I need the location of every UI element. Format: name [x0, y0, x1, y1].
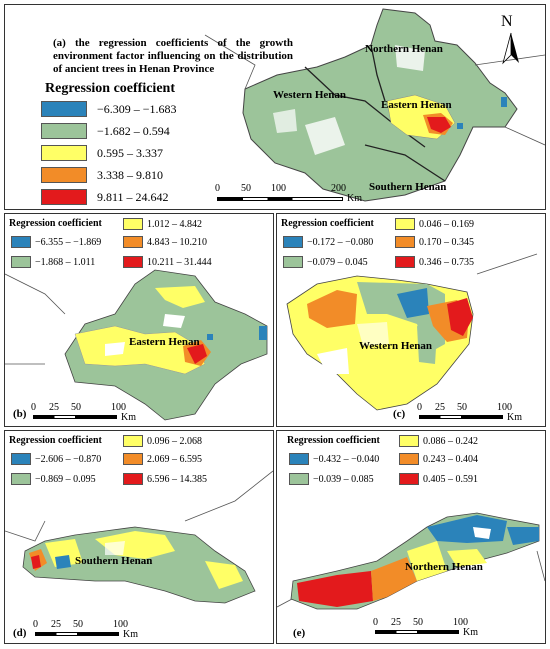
region-label-southern: Southern Henan	[369, 181, 447, 193]
legend-item: −0.079 – 0.045	[283, 256, 368, 268]
legend-title: Regression coefficient	[9, 435, 102, 446]
map-southern-henan	[5, 470, 273, 604]
north-arrow-icon	[502, 32, 519, 65]
panel-a: (a) the regression coefficients of the g…	[4, 4, 546, 210]
panel-label: (e)	[293, 627, 306, 639]
legend-swatch	[123, 453, 143, 465]
legend-item: 9.811 – 24.642	[41, 189, 169, 205]
legend-item: 0.046 – 0.169	[395, 218, 474, 230]
legend-item: −1.682 – 0.594	[41, 123, 170, 139]
legend-item: −6.309 – −1.683	[41, 101, 177, 117]
scale-bar: 0 25 50 100 Km	[33, 619, 138, 640]
legend-swatch	[123, 473, 143, 485]
legend-swatch	[123, 218, 143, 230]
panel-b: Regression coefficient −6.355 – −1.869 −…	[4, 213, 274, 427]
legend-title: Regression coefficient	[281, 218, 374, 229]
map-title: (a) the regression coefficients of the g…	[53, 37, 293, 75]
legend-item: 0.086 – 0.242	[399, 435, 478, 447]
legend-title: Regression coefficient	[45, 81, 175, 96]
legend-item: 0.346 – 0.735	[395, 256, 474, 268]
map-henan-province	[204, 8, 545, 202]
legend-item: 0.096 – 2.068	[123, 435, 202, 447]
legend-swatch	[395, 236, 415, 248]
region-label-eastern: Eastern Henan	[381, 99, 452, 111]
legend-swatch	[41, 101, 87, 117]
scale-bar: 0 50 100 200 Km	[215, 183, 362, 204]
legend-item: −2.606 – −0.870	[11, 453, 101, 465]
legend-item: 10.211 – 31.444	[123, 256, 212, 268]
map-northern-henan	[277, 512, 545, 610]
region-label-northern: Northern Henan	[405, 561, 483, 573]
north-label: N	[501, 13, 513, 30]
scale-bar: 0 25 50 100 Km	[31, 402, 136, 423]
panel-e: Regression coefficient −0.432 – −0.040 −…	[276, 430, 546, 644]
panel-label: (d)	[13, 627, 27, 639]
legend-item: 1.012 – 4.842	[123, 218, 202, 230]
legend-item: 3.338 – 9.810	[41, 167, 163, 183]
legend-swatch	[289, 453, 309, 465]
legend-swatch	[123, 435, 143, 447]
legend-item: −1.868 – 1.011	[11, 256, 95, 268]
region-label-western: Western Henan	[273, 89, 347, 101]
panel-c: Regression coefficient −0.172 – −0.080 −…	[276, 213, 546, 427]
legend-swatch	[11, 453, 31, 465]
panel-label: (c)	[393, 408, 406, 420]
legend-swatch	[283, 256, 303, 268]
scale-bar: 0 25 50 100 Km	[373, 617, 478, 638]
legend-swatch	[123, 256, 143, 268]
panel-d: Regression coefficient −2.606 – −0.870 −…	[4, 430, 274, 644]
legend-item: 2.069 – 6.595	[123, 453, 202, 465]
legend-swatch	[11, 473, 31, 485]
region-label-northern: Northern Henan	[365, 43, 443, 55]
legend-item: −6.355 – −1.869	[11, 236, 101, 248]
legend-swatch	[11, 236, 31, 248]
map-western-henan	[286, 253, 538, 411]
legend-swatch	[395, 218, 415, 230]
legend-swatch	[399, 435, 419, 447]
region-label-southern: Southern Henan	[75, 555, 153, 567]
legend-item: 4.843 – 10.210	[123, 236, 207, 248]
region-label-eastern: Eastern Henan	[129, 336, 200, 348]
legend-swatch	[283, 236, 303, 248]
region-label-western: Western Henan	[359, 340, 433, 352]
legend-swatch	[289, 473, 309, 485]
legend-swatch	[41, 123, 87, 139]
province-shape	[242, 8, 518, 202]
legend-item: −0.432 – −0.040	[289, 453, 379, 465]
legend-item: 0.595 – 3.337	[41, 145, 163, 161]
legend-swatch	[41, 189, 87, 205]
legend-item: 0.170 – 0.345	[395, 236, 474, 248]
map-eastern-henan	[5, 269, 268, 421]
legend-item: 0.243 – 0.404	[399, 453, 478, 465]
legend-swatch	[395, 256, 415, 268]
legend-title: Regression coefficient	[9, 218, 102, 229]
legend-item: 6.596 – 14.385	[123, 473, 207, 485]
legend-title: Regression coefficient	[287, 435, 380, 446]
legend-swatch	[399, 453, 419, 465]
legend-swatch	[399, 473, 419, 485]
panel-label: (b)	[13, 408, 27, 420]
legend-swatch	[123, 236, 143, 248]
legend-swatch	[41, 167, 87, 183]
legend-item: −0.869 – 0.095	[11, 473, 96, 485]
legend-item: 0.405 – 0.591	[399, 473, 478, 485]
legend-swatch	[11, 256, 31, 268]
legend-swatch	[41, 145, 87, 161]
legend-item: −0.172 – −0.080	[283, 236, 373, 248]
scale-bar: 0 25 50 100 Km	[417, 402, 522, 423]
legend-item: −0.039 – 0.085	[289, 473, 374, 485]
